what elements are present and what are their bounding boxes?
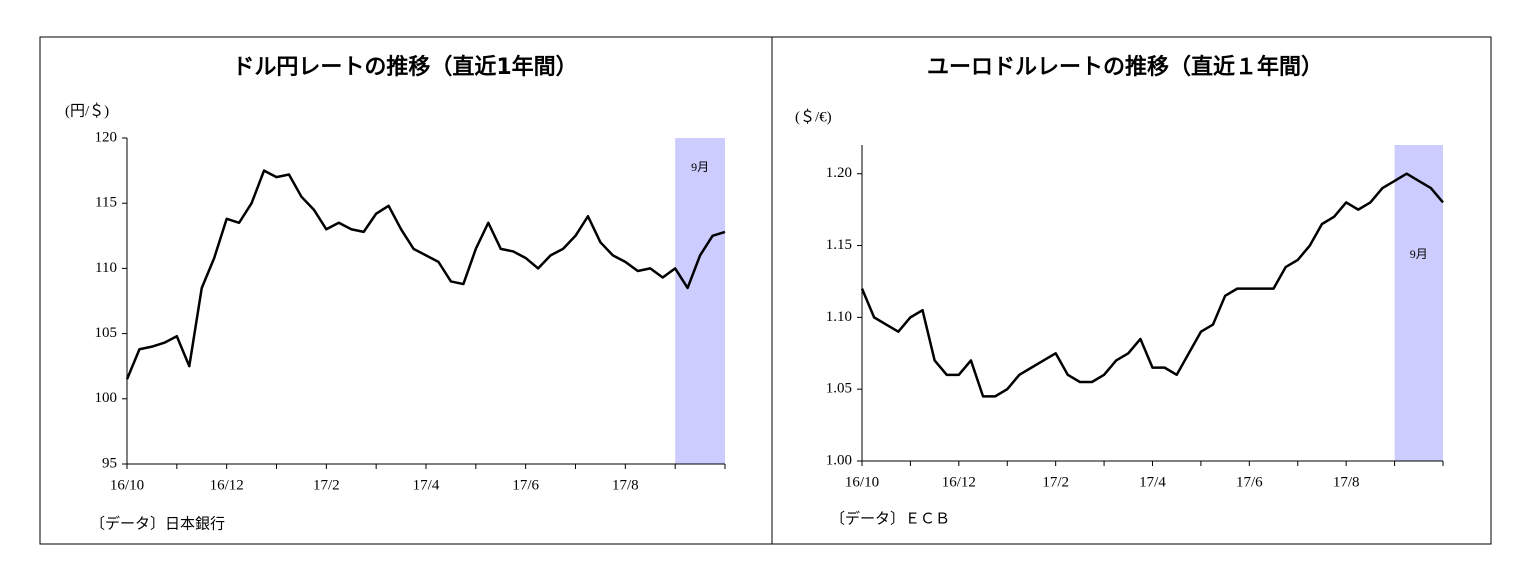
frame <box>39 36 1492 545</box>
y-tick-label: 115 <box>95 195 117 211</box>
y-tick-label: 1.15 <box>826 237 852 253</box>
y-axis-label: (＄/€) <box>795 108 832 125</box>
highlight-label: 9月 <box>1410 247 1428 261</box>
y-tick-label: 120 <box>95 129 118 145</box>
x-tick-label: 17/4 <box>1139 474 1166 490</box>
y-tick-label: 1.10 <box>826 309 852 325</box>
x-tick-label: 16/10 <box>845 474 879 490</box>
y-axis-label: (円/＄) <box>65 102 109 119</box>
line <box>125 169 726 380</box>
source-note: 〔データ〕日本銀行 <box>90 514 225 532</box>
x-tick-label: 16/12 <box>942 474 976 490</box>
highlight-band <box>675 138 725 464</box>
x-tick-label: 16/10 <box>110 477 144 493</box>
x-tick-label: 17/2 <box>1042 474 1069 490</box>
line <box>860 172 1444 398</box>
source-note: 〔データ〕ＥＣＢ <box>830 509 950 527</box>
x-tick-label: 17/8 <box>612 477 639 493</box>
y-tick-label: 1.05 <box>826 381 852 397</box>
x-tick-label: 17/8 <box>1333 474 1360 490</box>
highlight-band <box>1394 145 1443 461</box>
y-tick-label: 1.20 <box>826 165 852 181</box>
x-tick-label: 17/4 <box>413 477 440 493</box>
y-tick-label: 105 <box>95 325 118 341</box>
x-tick-label: 17/6 <box>1236 474 1263 490</box>
y-tick-label: 95 <box>102 455 117 471</box>
x-tick-label: 17/6 <box>512 477 539 493</box>
chart-title: ドル円レートの推移（直近1年間） <box>232 54 577 80</box>
highlight-label: 9月 <box>691 160 709 174</box>
y-tick-label: 100 <box>95 390 118 406</box>
chart-title: ユーロドルレートの推移（直近１年間） <box>927 54 1323 80</box>
y-tick-label: 1.00 <box>826 452 852 468</box>
x-tick-label: 16/12 <box>210 477 244 493</box>
x-tick-label: 17/2 <box>313 477 340 493</box>
y-tick-label: 110 <box>95 260 117 276</box>
